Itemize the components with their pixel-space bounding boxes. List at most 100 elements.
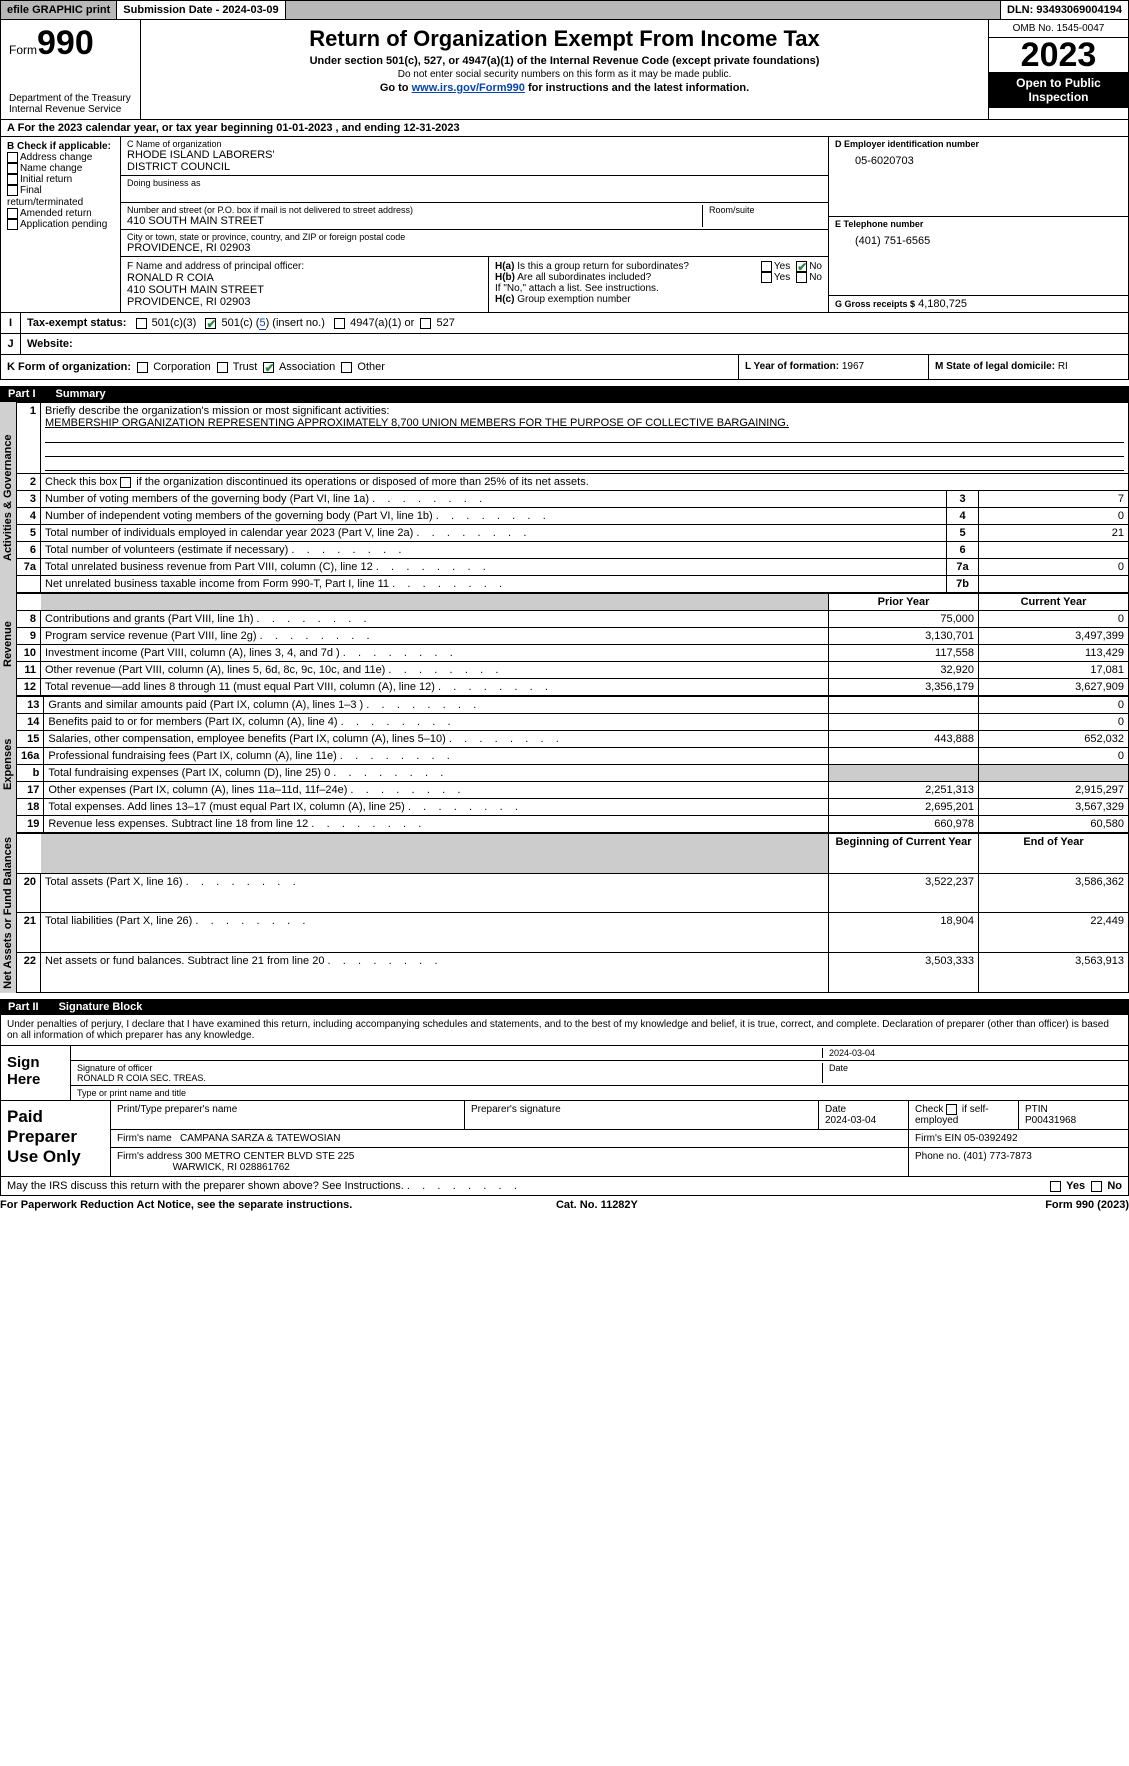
hb-yes: Yes [774,272,790,283]
may-discuss-row: May the IRS discuss this return with the… [0,1177,1129,1196]
chk-corp[interactable] [137,362,148,373]
chk-address-change[interactable] [7,152,18,163]
vlabel-revenue: Revenue [0,593,16,696]
summary-expenses: Expenses 13Grants and similar amounts pa… [0,696,1129,833]
part1-title: Summary [56,388,106,400]
chk-name-change[interactable] [7,163,18,174]
subtitle-3: Go to www.irs.gov/Form990 for instructio… [149,81,980,95]
chk-ha-yes[interactable] [761,261,772,272]
hb-no: No [809,272,822,283]
addr-label: Number and street (or P.O. box if mail i… [127,205,702,215]
paid-preparer-label: Paid Preparer Use Only [1,1101,111,1176]
chk-527[interactable] [420,318,431,329]
hdr-end: End of Year [979,834,1129,874]
lbl-initial-return: Initial return [20,174,72,185]
state-domicile: RI [1058,361,1068,372]
hc-label: Group exemption number [517,294,630,305]
ein: 05-6020703 [835,149,1122,167]
cat-no: Cat. No. 11282Y [556,1199,638,1211]
chk-amended[interactable] [7,208,18,219]
form-header: Form990 Department of the Treasury Inter… [0,20,1129,120]
footer: For Paperwork Reduction Act Notice, see … [0,1196,1129,1214]
chk-4947[interactable] [334,318,345,329]
ha-yes: Yes [774,261,790,272]
firm-addr1: 300 METRO CENTER BLVD STE 225 [185,1151,354,1162]
chk-501c3[interactable] [136,318,147,329]
dln: DLN: 93493069004194 [1001,1,1128,19]
org-name-2: DISTRICT COUNCIL [127,161,822,173]
mission-text: MEMBERSHIP ORGANIZATION REPRESENTING APP… [45,417,789,429]
col-d-ein: D Employer identification number 05-6020… [828,137,1128,312]
prep-sig-hdr: Preparer's signature [464,1101,818,1129]
opt-501c-a: 501(c) ( [222,317,260,329]
hdr-current-year: Current Year [979,594,1129,611]
b-header: B Check if applicable: [7,141,114,152]
opt-trust: Trust [233,361,258,373]
lbl-name-change: Name change [20,163,82,174]
k-label: K Form of organization: [7,361,131,373]
c-name-label: C Name of organization [127,139,822,149]
form990-link[interactable]: www.irs.gov/Form990 [412,82,525,94]
form-number: 990 [37,24,94,62]
subtitle-1: Under section 501(c), 527, or 4947(a)(1)… [149,54,980,68]
prep-check-lbl: Check [915,1104,943,1115]
chk-ha-no[interactable] [796,261,807,272]
chk-may-yes[interactable] [1050,1181,1061,1192]
chk-may-no[interactable] [1091,1181,1102,1192]
chk-hb-yes[interactable] [761,272,772,283]
sig-date-label: Date [829,1063,1122,1073]
firm-phone: (401) 773-7873 [963,1151,1031,1162]
firm-phone-label: Phone no. [915,1151,961,1162]
officer-name: RONALD R COIA [127,272,482,284]
may-no: No [1107,1180,1122,1192]
part2-title: Signature Block [59,1001,143,1013]
lbl-amended: Amended return [20,208,92,219]
efile-label[interactable]: efile GRAPHIC print [1,1,117,19]
topbar-spacer [286,1,1001,19]
chk-501c[interactable] [205,318,216,329]
gross-receipts: 4,180,725 [918,298,967,310]
summary-revenue: Revenue Prior YearCurrent Year 8Contribu… [0,593,1129,696]
chk-final-return[interactable] [7,185,18,196]
type-name-label: Type or print name and title [77,1088,1122,1098]
opt-527: 527 [436,317,454,329]
sign-here-block: Sign Here 2024-03-04 Signature of office… [0,1046,1129,1101]
may-discuss-q: May the IRS discuss this return with the… [7,1180,517,1192]
lbl-final-return: Final return/terminated [7,186,83,208]
signature-declaration: Under penalties of perjury, I declare th… [0,1015,1129,1046]
chk-self-employed[interactable] [946,1104,957,1115]
firm-addr-label: Firm's address [117,1151,182,1162]
goto-prefix: Go to [380,82,412,94]
chk-discontinued[interactable] [120,477,131,488]
officer-addr: 410 SOUTH MAIN STREET [127,284,482,296]
part2-header: Part II Signature Block [0,999,1129,1015]
ha-no: No [809,261,822,272]
part1-no: Part I [8,388,36,400]
part1-header: Part I Summary [0,386,1129,402]
topbar: efile GRAPHIC print Submission Date - 20… [0,0,1129,20]
header-left: Form990 Department of the Treasury Inter… [1,20,141,119]
chk-initial-return[interactable] [7,174,18,185]
org-name-1: RHODE ISLAND LABORERS' [127,149,822,161]
subtitle-2: Do not enter social security numbers on … [149,68,980,81]
chk-app-pending[interactable] [7,219,18,230]
org-city: PROVIDENCE, RI 02903 [127,242,822,254]
q1-label: Briefly describe the organization's miss… [45,405,389,417]
dept-treasury: Department of the Treasury [9,93,132,104]
vlabel-net-assets: Net Assets or Fund Balances [0,833,16,993]
chk-other[interactable] [341,362,352,373]
firm-addr2: WARWICK, RI 028861762 [173,1162,290,1173]
summary-governance: Activities & Governance 1 Briefly descri… [0,402,1129,593]
chk-trust[interactable] [217,362,228,373]
opt-corp: Corporation [153,361,210,373]
row-j-website: J Website: [0,334,1129,355]
firm-ein-label: Firm's EIN [915,1133,961,1144]
org-address: 410 SOUTH MAIN STREET [127,215,702,227]
j-label: Website: [27,338,73,350]
form-label: Form [9,43,37,57]
col-b-checkboxes: B Check if applicable: Address change Na… [1,137,121,312]
hdr-beginning: Beginning of Current Year [829,834,979,874]
header-right: OMB No. 1545-0047 2023 Open to Public In… [988,20,1128,119]
chk-assoc[interactable] [263,362,274,373]
summary-net-assets: Net Assets or Fund Balances Beginning of… [0,833,1129,993]
